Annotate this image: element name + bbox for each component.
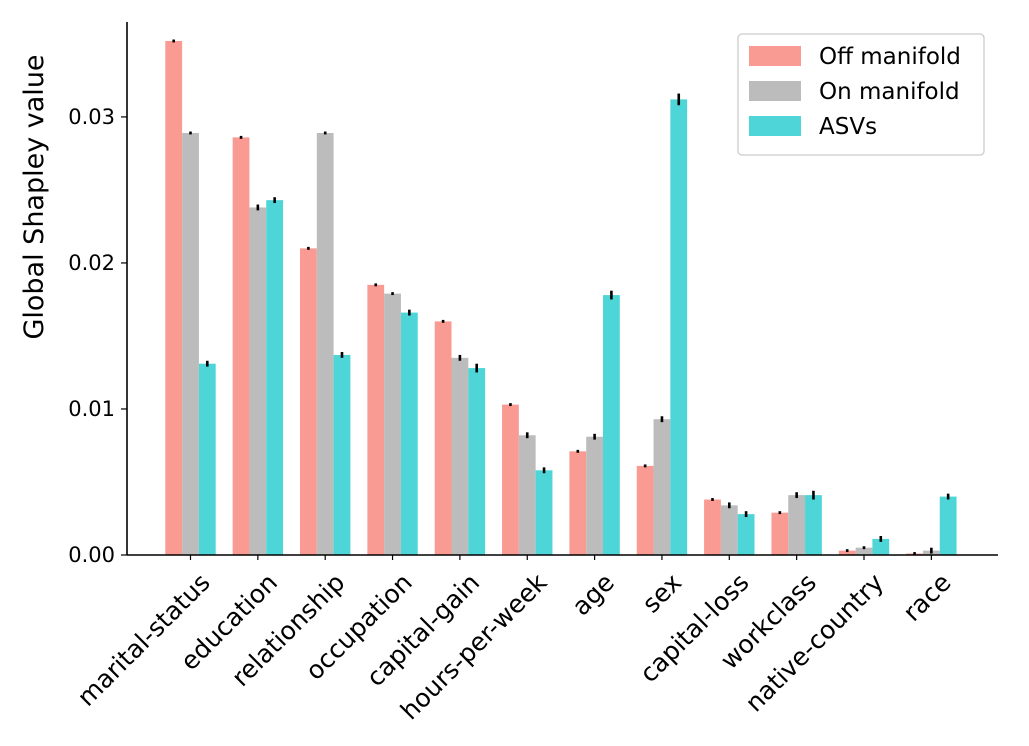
- axes: [126, 22, 998, 556]
- x-tick-label: race: [897, 568, 956, 627]
- legend-swatch: [749, 46, 801, 66]
- bar-workclass-asvs: [805, 495, 822, 555]
- bar-hours-per-week-asvs: [535, 470, 553, 555]
- bar-sex-off-manifold: [636, 465, 654, 555]
- bar-race-asvs: [939, 496, 957, 555]
- bar-age-on-manifold: [586, 436, 603, 555]
- x-tick-label: sex: [636, 568, 687, 619]
- bar-occupation-asvs: [400, 312, 418, 555]
- bar-capital-gain-off-manifold: [434, 321, 452, 555]
- y-tick-label: 0.03: [68, 105, 115, 129]
- bar-workclass-on-manifold: [788, 495, 806, 555]
- y-tick-label: 0.02: [68, 251, 115, 275]
- x-ticks: marital-statuseducationrelationshipoccup…: [72, 555, 957, 725]
- y-tick-label: 0.01: [68, 397, 115, 421]
- bar-workclass-off-manifold: [771, 512, 789, 555]
- legend-items: Off manifold On manifold ASVs: [749, 44, 961, 140]
- legend-label: ASVs: [819, 114, 877, 140]
- bar-hours-per-week-on-manifold: [518, 435, 536, 555]
- legend-swatch: [749, 81, 801, 101]
- bar-age-asvs: [603, 295, 620, 555]
- bar-sex-on-manifold: [653, 419, 671, 555]
- bar-education-off-manifold: [232, 137, 250, 556]
- bar-hours-per-week-off-manifold: [502, 404, 519, 555]
- legend-swatch: [749, 116, 801, 136]
- bar-capital-loss-on-manifold: [720, 505, 738, 555]
- bar-occupation-on-manifold: [384, 293, 401, 555]
- bar-relationship-off-manifold: [300, 248, 317, 555]
- bar-capital-gain-on-manifold: [451, 357, 469, 555]
- bar-occupation-off-manifold: [367, 284, 385, 555]
- bar-capital-loss-off-manifold: [704, 499, 721, 555]
- bar-native-country-on-manifold: [855, 547, 873, 555]
- y-axis-title: Global Shapley value: [19, 54, 50, 339]
- bar-marital-status-asvs: [198, 363, 216, 555]
- bar-education-on-manifold: [249, 207, 267, 555]
- bar-age-off-manifold: [569, 451, 587, 555]
- bar-marital-status-off-manifold: [165, 40, 183, 556]
- y-tick-label: 0.00: [68, 543, 115, 567]
- bar-capital-loss-asvs: [737, 514, 755, 555]
- bar-marital-status-on-manifold: [182, 132, 199, 556]
- bar-relationship-asvs: [333, 354, 351, 555]
- bar-education-asvs: [266, 200, 284, 555]
- bar-capital-gain-asvs: [468, 368, 486, 555]
- error-bars-layer: [172, 39, 950, 555]
- bar-native-country-off-manifold: [838, 550, 856, 555]
- bars-layer: [165, 40, 957, 556]
- legend-label: Off manifold: [819, 44, 961, 70]
- bar-native-country-asvs: [872, 538, 890, 555]
- y-ticks: 0.00 0.01 0.02 0.03: [68, 105, 127, 567]
- bar-relationship-on-manifold: [316, 132, 334, 556]
- bar-sex-asvs: [670, 99, 688, 555]
- x-tick-label: age: [566, 568, 619, 621]
- legend-label: On manifold: [819, 79, 960, 105]
- legend: Off manifold On manifold ASVs: [737, 33, 985, 156]
